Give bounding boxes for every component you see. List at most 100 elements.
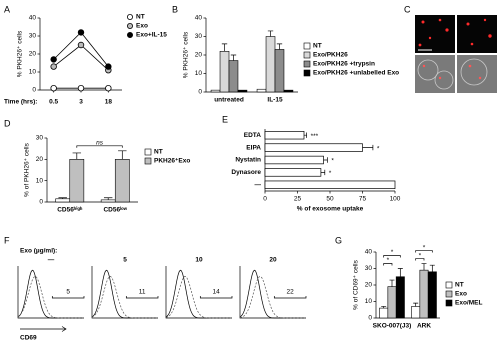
y-axis-label: % of PKH26⁺ cells: [24, 142, 31, 196]
y-tick-label: 0: [32, 87, 36, 94]
legend-swatch: [144, 157, 152, 165]
significance-label: ***: [311, 133, 319, 140]
data-point: [77, 84, 85, 92]
error-bar: [362, 144, 374, 151]
error-bar: [118, 150, 127, 160]
gate: [199, 296, 233, 299]
image: [457, 15, 497, 53]
x-tick-label: untreated: [214, 97, 244, 104]
y-tick-label: Dynasore: [231, 169, 261, 176]
error-bar: [103, 197, 113, 200]
image: [457, 55, 497, 93]
bar: [264, 131, 305, 140]
histogram-treated: [17, 276, 84, 319]
bar: [283, 89, 294, 93]
x-axis-label: Time (hrs):: [4, 99, 37, 106]
histogram-control: [165, 269, 232, 319]
histogram-control: [91, 269, 158, 319]
gate: [273, 296, 307, 299]
bar: [395, 276, 405, 319]
bar: [274, 49, 285, 93]
bar: [379, 307, 389, 319]
x-tick-label: 3: [79, 99, 83, 106]
bar: [55, 198, 71, 203]
y-tick-label: 10: [29, 69, 37, 76]
histogram-treated: [239, 276, 306, 319]
histogram-frame: [165, 266, 232, 319]
gate-percentage: 11: [139, 289, 146, 296]
cell-outlines: [417, 58, 488, 90]
x-tick-label: 50: [326, 196, 334, 203]
x-tick-label: 0: [263, 196, 267, 203]
dose-label: —: [48, 257, 55, 264]
bar: [387, 286, 397, 319]
x-axis-label: % of exosome uptake: [297, 206, 364, 213]
gate-percentage: 22: [287, 289, 295, 296]
error-bar: [221, 43, 228, 52]
legend-swatch: [127, 13, 134, 20]
error-bar: [276, 43, 283, 50]
bar: [427, 271, 437, 319]
legend-label: NT: [154, 149, 163, 156]
y-tick-label: 40: [365, 249, 373, 256]
panel-title: Exo (µg/ml):: [20, 248, 57, 255]
legend-label: Exo/PKH26: [313, 52, 348, 59]
y-tick-label: 0: [198, 89, 202, 96]
y-tick-label: 40: [195, 15, 203, 22]
significance-label: *: [391, 249, 394, 256]
error-bar: [323, 157, 328, 163]
x-tick-label: SKO-007(J3): [373, 323, 412, 330]
legend-swatch: [445, 299, 453, 307]
bar: [100, 199, 116, 203]
legend-label: NT: [313, 43, 322, 50]
x-tick-label: 0.5: [49, 99, 58, 106]
y-tick-label: 0: [39, 199, 43, 206]
significance-label: *: [419, 252, 422, 259]
histogram-control: [239, 269, 306, 319]
panel-label: D: [4, 118, 11, 128]
error-bar: [389, 279, 395, 287]
data-point: [77, 29, 85, 36]
significance-label: ns: [96, 140, 104, 147]
x-tick-label: CD56ʰⁱᵍʰ: [57, 205, 83, 214]
y-tick-label: Nystatin: [235, 157, 261, 164]
legend-label: Exo: [455, 291, 467, 298]
legend-swatch: [445, 290, 453, 298]
image: [415, 55, 455, 93]
error-bar: [381, 306, 387, 309]
panel-label: B: [172, 4, 178, 14]
red-spots-overlay: [422, 64, 482, 80]
significance-label: *: [329, 170, 332, 177]
legend-label: Exo/MEL: [455, 300, 482, 307]
significance-bracket: [415, 258, 425, 261]
series-line: [53, 31, 109, 67]
bar: [69, 159, 85, 203]
error-bar: [304, 132, 307, 138]
x-axis-label: CD69: [20, 335, 37, 342]
bar: [419, 269, 429, 319]
y-tick-label: 10: [365, 298, 373, 305]
x-tick-label: 25: [294, 196, 302, 203]
gate-percentage: 14: [213, 289, 221, 296]
error-bar: [429, 264, 435, 272]
error-bar: [58, 197, 67, 199]
gate-percentage: 5: [66, 289, 70, 296]
error-bar: [413, 302, 419, 307]
bar: [256, 88, 267, 93]
data-point: [50, 63, 57, 70]
legend-swatch: [445, 281, 453, 289]
legend-label: Exo/PKH26 +trypsin: [313, 61, 375, 68]
y-tick-label: 30: [29, 33, 37, 40]
significance-bracket: [415, 250, 433, 253]
axis-arrow: [20, 326, 67, 332]
data-point: [50, 84, 57, 92]
legend-swatch: [303, 42, 311, 50]
panel-label: F: [4, 235, 10, 245]
y-tick-label: EDTA: [244, 132, 262, 139]
legend-swatch: [127, 32, 134, 39]
panel-label: G: [335, 235, 342, 245]
y-tick-label: 30: [195, 33, 203, 40]
x-tick-label: 75: [359, 196, 367, 203]
micrographs: [415, 15, 497, 93]
significance-label: *: [331, 158, 334, 165]
